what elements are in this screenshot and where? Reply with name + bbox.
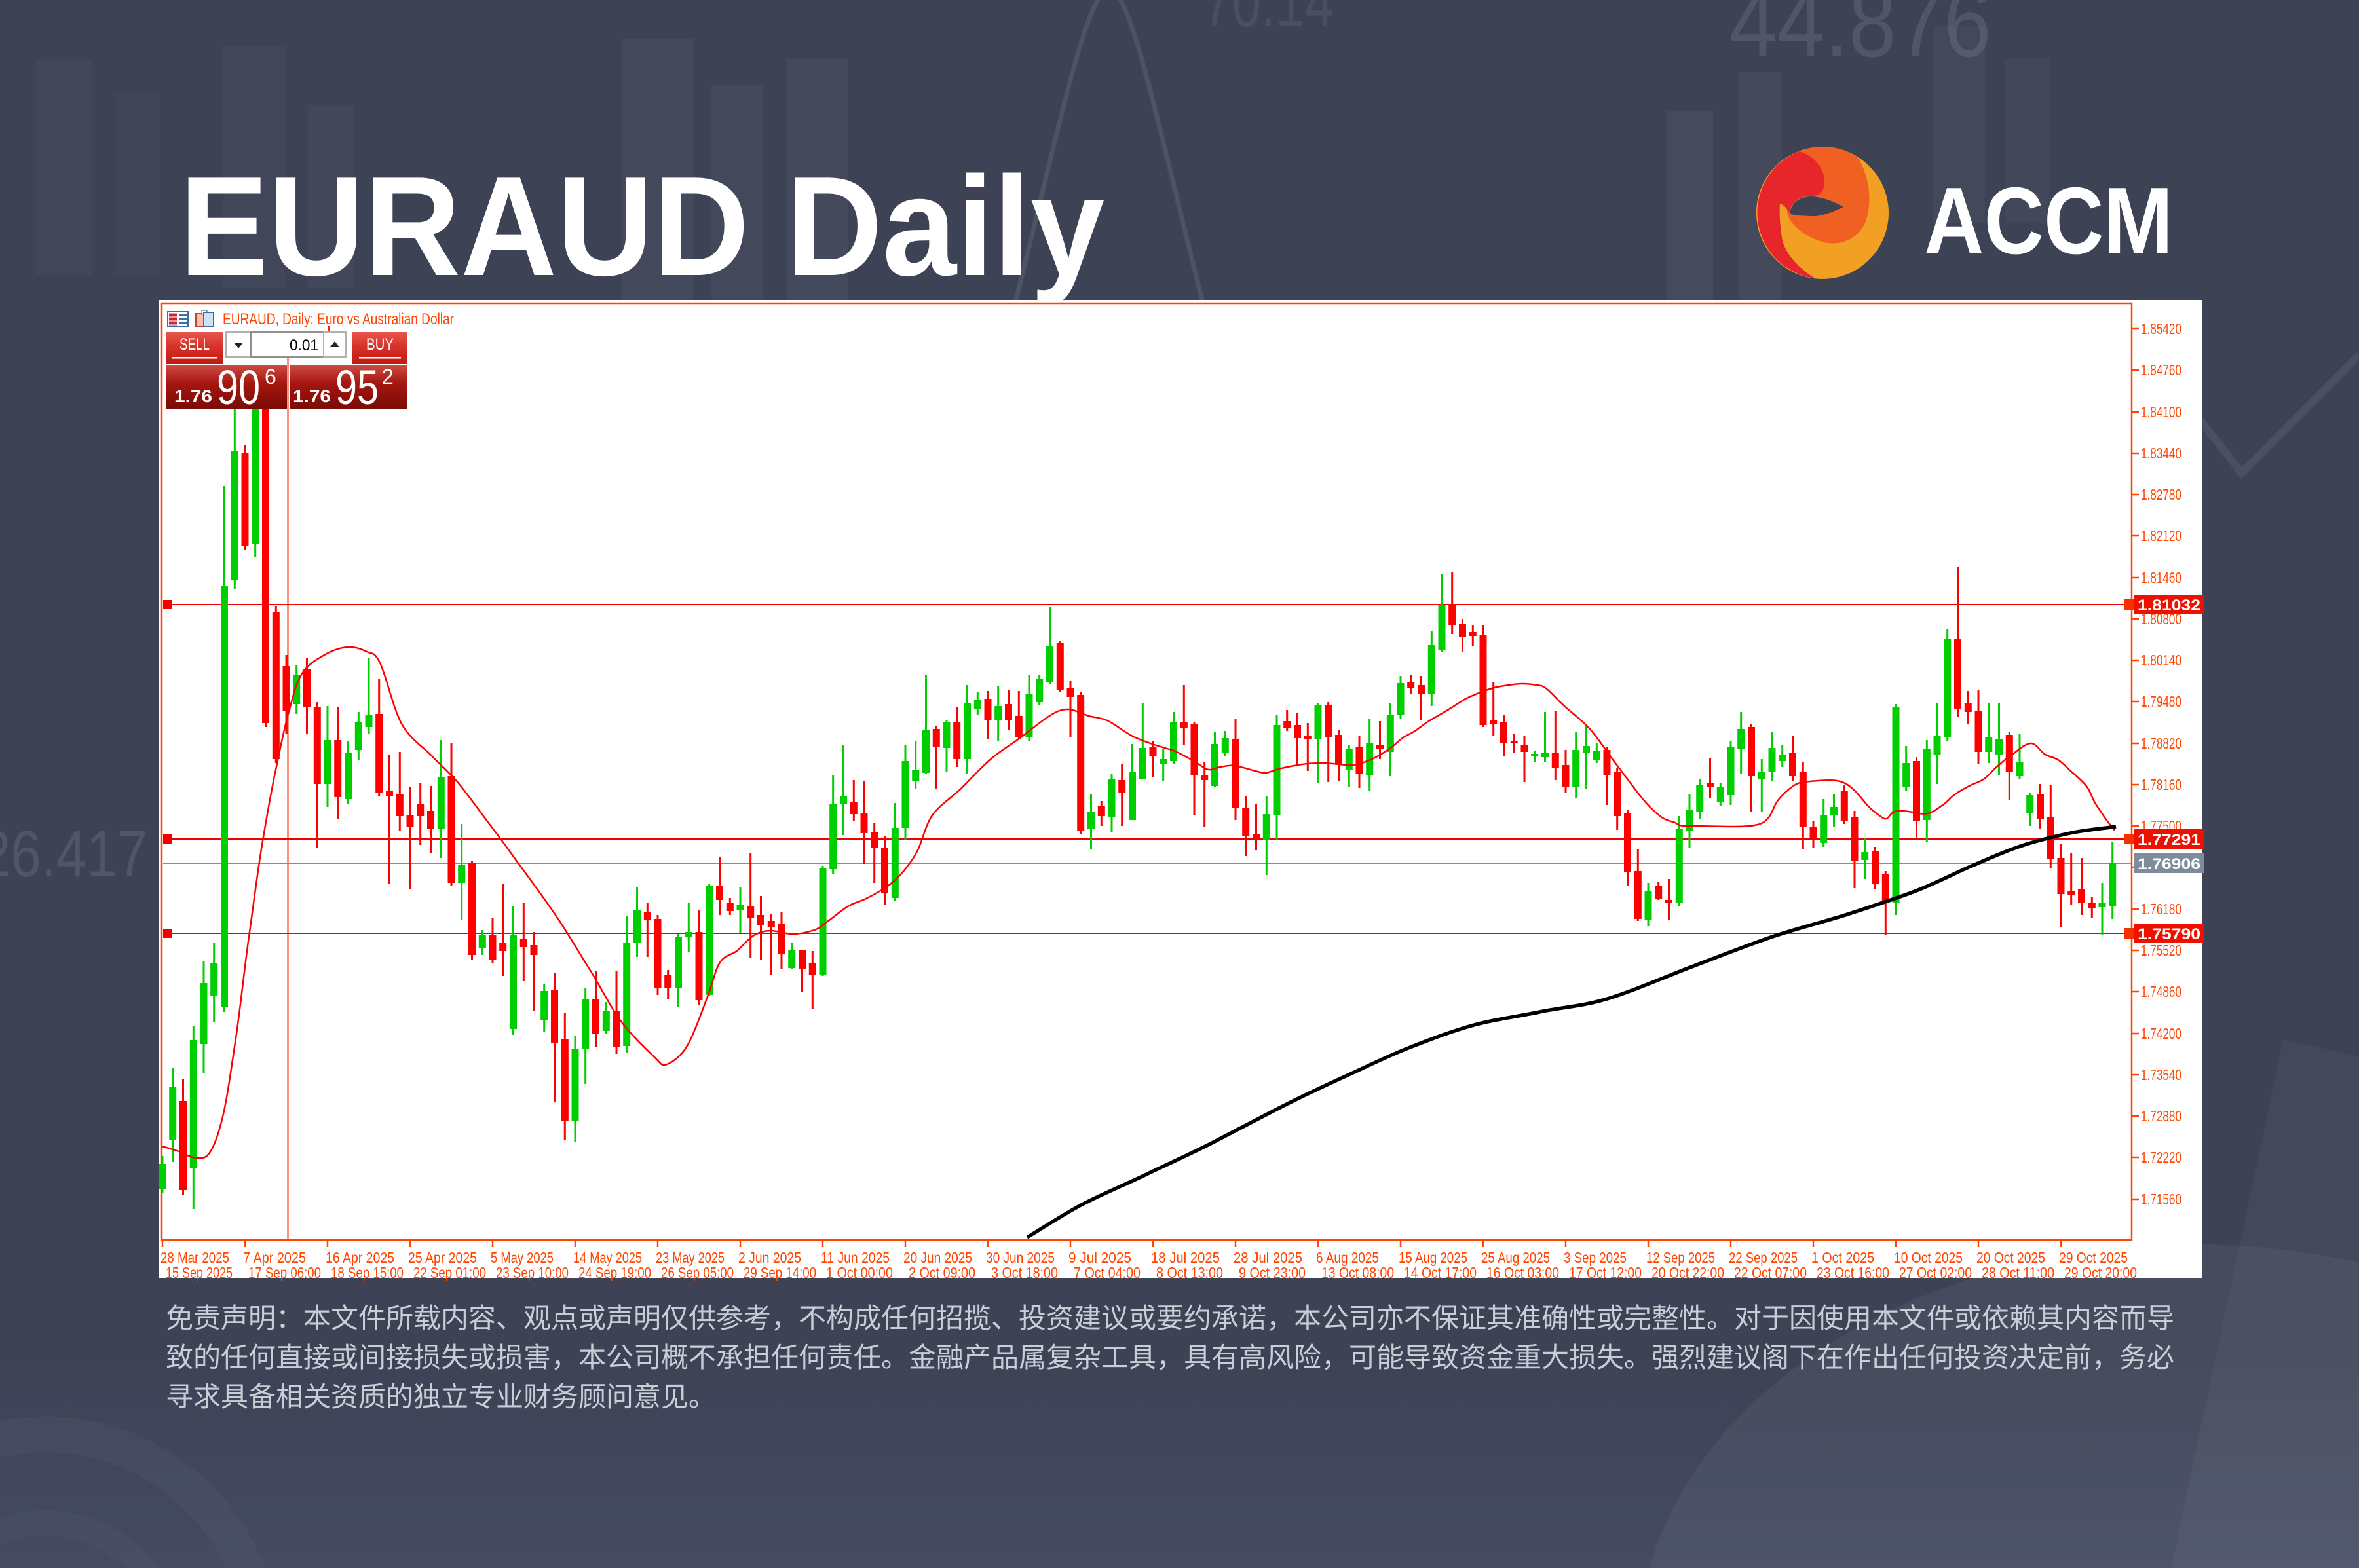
svg-text:7 Oct 04:00: 7 Oct 04:00 [1074, 1264, 1141, 1281]
svg-text:14 Oct 17:00: 14 Oct 17:00 [1404, 1264, 1477, 1281]
svg-text:1.75520: 1.75520 [2141, 942, 2181, 959]
svg-text:1 Oct 2025: 1 Oct 2025 [1811, 1249, 1874, 1266]
svg-text:2: 2 [382, 365, 394, 388]
svg-text:2 Oct 09:00: 2 Oct 09:00 [909, 1264, 975, 1281]
svg-text:1.72880: 1.72880 [2141, 1108, 2181, 1125]
svg-text:1.76180: 1.76180 [2141, 901, 2181, 918]
svg-text:90: 90 [217, 360, 260, 415]
svg-text:28 Jul 2025: 28 Jul 2025 [1234, 1249, 1302, 1266]
svg-text:1.76: 1.76 [174, 386, 212, 406]
svg-text:1.85420: 1.85420 [2141, 320, 2181, 337]
svg-text:1.74200: 1.74200 [2141, 1025, 2181, 1042]
svg-text:29 Sep 14:00: 29 Sep 14:00 [744, 1264, 816, 1281]
svg-text:1.81460: 1.81460 [2141, 569, 2181, 586]
svg-text:23 Sep 10:00: 23 Sep 10:00 [496, 1264, 569, 1281]
svg-text:1.79480: 1.79480 [2141, 693, 2181, 710]
svg-text:17 Oct 12:00: 17 Oct 12:00 [1569, 1264, 1642, 1281]
svg-text:SELL: SELL [179, 335, 210, 354]
svg-text:20 Jun 2025: 20 Jun 2025 [903, 1249, 972, 1266]
svg-text:BUY: BUY [366, 335, 394, 354]
svg-text:15 Sep 2025: 15 Sep 2025 [166, 1264, 233, 1281]
svg-text:1.76: 1.76 [293, 386, 331, 406]
svg-text:3 Oct 18:00: 3 Oct 18:00 [991, 1264, 1058, 1281]
svg-text:22 Oct 07:00: 22 Oct 07:00 [1734, 1264, 1807, 1281]
svg-text:29 Oct 2025: 29 Oct 2025 [2059, 1249, 2128, 1266]
svg-text:1.83440: 1.83440 [2141, 445, 2181, 462]
svg-text:20 Oct 2025: 20 Oct 2025 [1976, 1249, 2045, 1266]
svg-text:0.01: 0.01 [290, 337, 318, 354]
svg-text:29 Oct 20:00: 29 Oct 20:00 [2064, 1264, 2137, 1281]
svg-text:11 Jun 2025: 11 Jun 2025 [821, 1249, 890, 1266]
svg-text:23 May 2025: 23 May 2025 [656, 1249, 725, 1266]
svg-text:3 Sep 2025: 3 Sep 2025 [1564, 1249, 1627, 1266]
svg-text:1.82780: 1.82780 [2141, 486, 2181, 503]
svg-text:15 Aug 2025: 15 Aug 2025 [1399, 1249, 1467, 1266]
svg-text:16 Oct 03:00: 16 Oct 03:00 [1486, 1264, 1559, 1281]
svg-text:1.78160: 1.78160 [2141, 776, 2181, 793]
svg-text:23 Oct 16:00: 23 Oct 16:00 [1817, 1264, 1889, 1281]
svg-text:20 Oct 22:00: 20 Oct 22:00 [1651, 1264, 1724, 1281]
svg-text:25 Aug 2025: 25 Aug 2025 [1481, 1249, 1550, 1266]
svg-text:26 Sep 05:00: 26 Sep 05:00 [661, 1264, 734, 1281]
svg-text:95: 95 [335, 360, 379, 415]
svg-text:28 Mar 2025: 28 Mar 2025 [160, 1249, 229, 1266]
svg-text:1.78820: 1.78820 [2141, 735, 2181, 752]
svg-text:1.84760: 1.84760 [2141, 362, 2181, 379]
svg-text:14 May 2025: 14 May 2025 [573, 1249, 642, 1266]
svg-text:EURAUD, Daily: Euro vs Austra: EURAUD, Daily: Euro vs Australian Dollar [223, 310, 454, 328]
svg-text:EURAUD Daily: EURAUD Daily [179, 147, 1104, 305]
svg-text:1.84100: 1.84100 [2141, 403, 2181, 420]
svg-text:9 Oct 23:00: 9 Oct 23:00 [1239, 1264, 1306, 1281]
svg-text:1.72220: 1.72220 [2141, 1149, 2181, 1166]
svg-text:8 Oct 13:00: 8 Oct 13:00 [1156, 1264, 1223, 1281]
svg-text:26.417: 26.417 [0, 817, 147, 891]
svg-text:1 Oct 00:00: 1 Oct 00:00 [826, 1264, 893, 1281]
svg-text:30 Jun 2025: 30 Jun 2025 [986, 1249, 1055, 1266]
svg-text:12 Sep 2025: 12 Sep 2025 [1646, 1249, 1715, 1266]
svg-text:70.14: 70.14 [1203, 0, 1334, 41]
svg-text:17 Sep 06:00: 17 Sep 06:00 [248, 1264, 321, 1281]
svg-text:5 May 2025: 5 May 2025 [491, 1249, 554, 1266]
svg-text:24 Sep 19:00: 24 Sep 19:00 [578, 1264, 651, 1281]
svg-text:1.82120: 1.82120 [2141, 527, 2181, 544]
svg-text:18 Jul 2025: 18 Jul 2025 [1151, 1249, 1220, 1266]
svg-text:44.876: 44.876 [1729, 0, 1991, 77]
svg-text:ACCM: ACCM [1924, 168, 2173, 274]
svg-text:1.74860: 1.74860 [2141, 983, 2181, 1000]
svg-text:6: 6 [265, 365, 276, 388]
svg-text:7 Apr 2025: 7 Apr 2025 [243, 1249, 306, 1266]
svg-text:10 Oct 2025: 10 Oct 2025 [1894, 1249, 1963, 1266]
svg-text:28 Oct 11:00: 28 Oct 11:00 [1982, 1264, 2054, 1281]
svg-text:25 Apr 2025: 25 Apr 2025 [408, 1249, 477, 1266]
svg-text:1.81032: 1.81032 [2138, 597, 2200, 614]
svg-text:18 Sep 15:00: 18 Sep 15:00 [331, 1264, 404, 1281]
svg-text:1.71560: 1.71560 [2141, 1191, 2181, 1208]
svg-text:2 Jun 2025: 2 Jun 2025 [738, 1249, 801, 1266]
svg-text:27 Oct 02:00: 27 Oct 02:00 [1899, 1264, 1972, 1281]
svg-text:1.80140: 1.80140 [2141, 652, 2181, 669]
svg-text:13 Oct 08:00: 13 Oct 08:00 [1321, 1264, 1394, 1281]
svg-text:22 Sep 01:00: 22 Sep 01:00 [413, 1264, 486, 1281]
svg-text:1.77291: 1.77291 [2138, 831, 2200, 849]
svg-text:9 Jul 2025: 9 Jul 2025 [1068, 1249, 1131, 1266]
svg-text:1.75790: 1.75790 [2138, 925, 2200, 943]
svg-text:6 Aug 2025: 6 Aug 2025 [1316, 1249, 1379, 1266]
svg-text:1.76906: 1.76906 [2138, 855, 2200, 873]
svg-text:22 Sep 2025: 22 Sep 2025 [1729, 1249, 1798, 1266]
svg-text:16 Apr 2025: 16 Apr 2025 [326, 1249, 394, 1266]
svg-text:1.73540: 1.73540 [2141, 1066, 2181, 1083]
